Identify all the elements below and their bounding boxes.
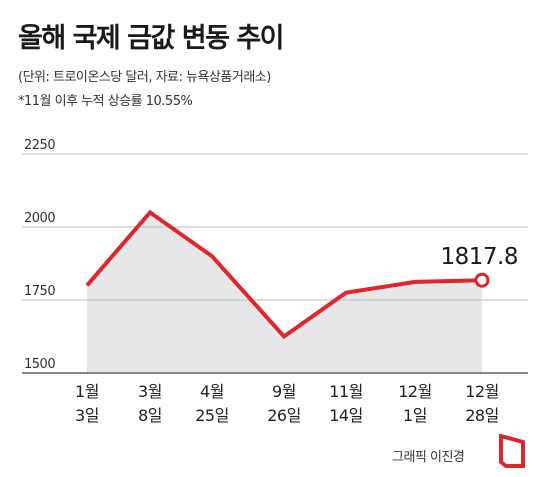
x-tick-label-day-3: 26일	[267, 406, 301, 425]
x-tick-label-month-0: 1월	[75, 382, 99, 401]
series-line	[85, 209, 483, 340]
area-fill	[87, 212, 482, 373]
y-tick-label-2000: 2000	[24, 211, 55, 226]
x-tick-label-month-5: 12월	[398, 382, 432, 401]
x-tick-label-month-4: 11월	[329, 382, 363, 401]
chart-subtitle: (단위: 트로이온스당 달러, 자료: 뉴욕상품거래소)	[18, 70, 271, 85]
last-point-value-label: 1817.8	[441, 244, 518, 270]
x-tick-label-day-6: 28일	[465, 406, 499, 425]
x-tick-label-day-0: 3일	[75, 406, 99, 425]
y-tick-label-1750: 1750	[24, 284, 55, 299]
red-bracket-logo-icon	[499, 434, 525, 468]
y-tick-label-2250: 2250	[24, 138, 55, 153]
x-tick-label-day-5: 1일	[403, 406, 427, 425]
graphic-credit: 그래픽 이진경	[392, 450, 465, 465]
x-tick-label-month-6: 12월	[465, 382, 499, 401]
x-tick-label-day-4: 14일	[329, 406, 363, 425]
chart-title: 올해 국제 금값 변동 추이	[18, 23, 285, 54]
x-tick-label-month-1: 3월	[138, 382, 162, 401]
y-tick-label-1500: 1500	[24, 357, 55, 372]
last-point-marker	[474, 272, 490, 288]
x-tick-label-day-2: 25일	[195, 406, 229, 425]
x-tick-label-month-3: 9월	[272, 382, 296, 401]
x-tick-label-day-1: 8일	[138, 406, 162, 425]
x-tick-label-month-2: 4월	[200, 382, 224, 401]
chart-note: *11월 이후 누적 상승률 10.55%	[18, 94, 193, 109]
